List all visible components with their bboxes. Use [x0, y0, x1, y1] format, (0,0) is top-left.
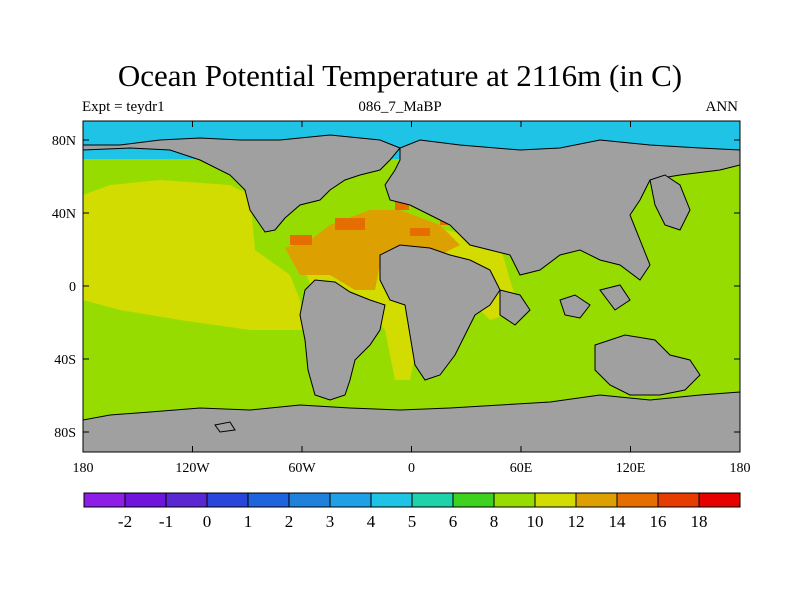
- colorbar-swatch: [616, 492, 659, 508]
- se-asia-island: [559, 294, 591, 319]
- y-tick-label: 40S: [54, 353, 76, 368]
- colorbar-swatch: [206, 492, 249, 508]
- colorbar-swatch: [165, 492, 208, 508]
- x-tick-label: 180: [73, 461, 94, 476]
- x-tick-label: 180: [730, 461, 751, 476]
- x-tick-label: 0: [408, 461, 415, 476]
- se-asia-island: [599, 284, 631, 311]
- colorbar-swatch: [534, 492, 577, 508]
- warm-patch-16: [395, 200, 409, 210]
- y-tick-label: 80S: [54, 426, 76, 441]
- africa: [379, 244, 501, 381]
- age-label: 086_7_MaBP: [358, 99, 442, 115]
- colorbar-swatch: [452, 492, 495, 508]
- x-tick-label: 60E: [510, 461, 533, 476]
- colorbar-label: 16: [650, 512, 667, 531]
- y-tick-label: 0: [69, 280, 76, 295]
- x-tick-label: 60W: [288, 461, 316, 476]
- east-asia-block: [649, 174, 691, 231]
- map-field: [83, 121, 740, 452]
- y-axis-labels: 80N 40N 0 40S 80S: [52, 134, 76, 441]
- north-america: [83, 134, 401, 233]
- colorbar-label: -2: [118, 512, 132, 531]
- experiment-label: Expt = teydr1: [82, 99, 165, 115]
- x-tick-label: 120W: [175, 461, 210, 476]
- land-masses: [83, 134, 740, 452]
- map-title: Ocean Potential Temperature at 2116m (in…: [117, 58, 683, 93]
- colorbar-label: 14: [609, 512, 627, 531]
- colorbar-label: 12: [568, 512, 585, 531]
- colorbar-label: 18: [691, 512, 708, 531]
- warm-patch-16: [335, 218, 365, 230]
- warm-patch-16: [290, 235, 312, 245]
- colorbar-swatch: [698, 492, 741, 508]
- colorbar-swatch: [247, 492, 290, 508]
- colorbar-swatch: [657, 492, 700, 508]
- colorbar-label: -1: [159, 512, 173, 531]
- colorbar-label: 4: [367, 512, 376, 531]
- pacific-island: [214, 421, 236, 433]
- y-tick-label: 40N: [52, 207, 76, 222]
- india: [499, 289, 531, 326]
- south-america: [299, 279, 386, 401]
- warm-patch-16: [410, 228, 430, 236]
- colorbar-swatch: [370, 492, 413, 508]
- australia: [594, 334, 701, 396]
- colorbar-swatch: [83, 492, 126, 508]
- antarctica: [83, 391, 740, 452]
- colorbar-label: 10: [527, 512, 544, 531]
- colorbar-swatch: [124, 492, 167, 508]
- season-label: ANN: [705, 99, 739, 115]
- colorbar-label: 3: [326, 512, 335, 531]
- colorbar-swatch: [288, 492, 331, 508]
- colorbar-swatch: [575, 492, 618, 508]
- colorbar-label: 1: [244, 512, 253, 531]
- colorbar-label: 8: [490, 512, 499, 531]
- colorbar-swatch: [329, 492, 372, 508]
- eurasia: [384, 139, 740, 281]
- colorbar-label: 2: [285, 512, 294, 531]
- colorbar-label: 0: [203, 512, 212, 531]
- colorbar-label: 6: [449, 512, 458, 531]
- pacific-warm-tongue: [83, 180, 305, 330]
- x-axis-labels: 180 120W 60W 0 60E 120E 180: [73, 461, 751, 476]
- colorbar-swatch: [411, 492, 454, 508]
- colorbar-swatch: [493, 492, 536, 508]
- y-tick-label: 80N: [52, 134, 76, 149]
- colorbar: -2 -1 0 1 2 3 4 5 6 8 10 12 14 16 18: [83, 492, 741, 531]
- axis-ticks: [82, 121, 741, 452]
- colorbar-label: 5: [408, 512, 417, 531]
- x-tick-label: 120E: [616, 461, 646, 476]
